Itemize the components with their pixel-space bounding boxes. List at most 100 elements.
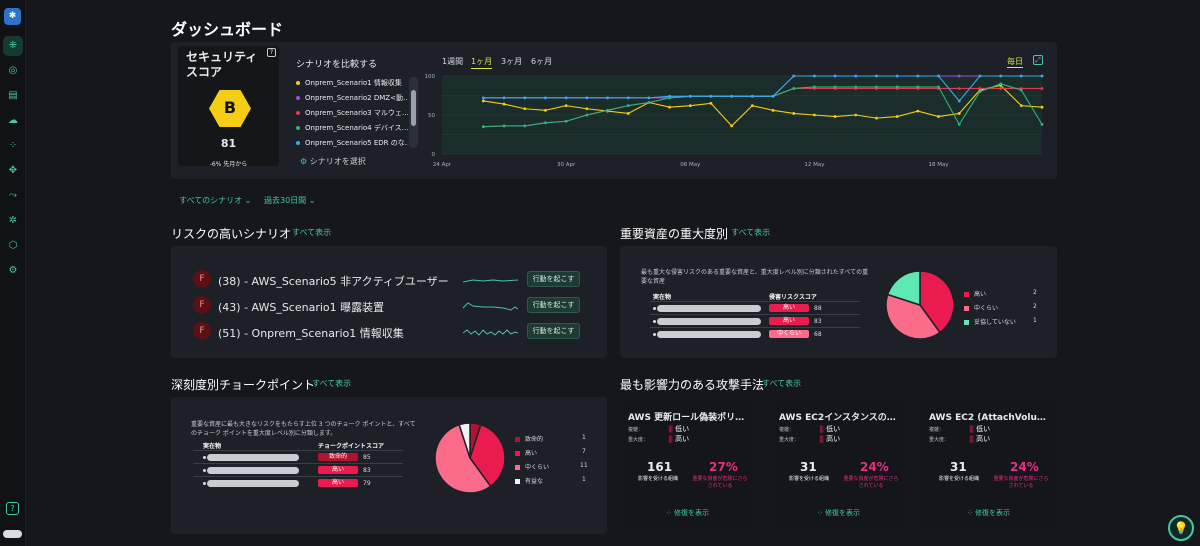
ease-label: 複雑：	[628, 427, 644, 433]
data-point	[1040, 74, 1044, 78]
risk-row[interactable]: F (43) - AWS_Scenario1 曝露装置 行動を起こす	[193, 296, 593, 316]
scenario-legend-item[interactable]: Onprem_Scenario1 情報収集	[296, 78, 408, 88]
grid-icon[interactable]: ⁘	[8, 140, 18, 151]
data-point	[585, 107, 589, 111]
tab-3months[interactable]: 3ヶ月	[501, 57, 523, 66]
daily-toggle[interactable]: 毎日	[1007, 57, 1023, 68]
report-icon[interactable]: ▤	[8, 90, 18, 101]
scenario-legend-item[interactable]: Onprem_Scenario2 DMZ<動…	[296, 93, 408, 103]
table-row[interactable]	[203, 466, 303, 475]
risk-score: 83	[814, 318, 822, 325]
table-row[interactable]	[203, 453, 303, 462]
data-point	[502, 96, 506, 100]
period-filter[interactable]: 過去30日間 ⌄	[264, 196, 316, 205]
legend-swatch	[515, 437, 520, 442]
data-point	[771, 108, 775, 112]
tab-6months[interactable]: 6ヶ月	[531, 57, 553, 66]
attack-card[interactable]: AWS EC2 (AttachVolume、D… 複雑： |||低い 重大度： …	[921, 398, 1056, 533]
data-point	[978, 74, 982, 78]
table-divider	[193, 463, 403, 464]
data-point	[875, 85, 878, 89]
scenario-legend-item[interactable]: Onprem_Scenario3 マルウェ…	[296, 108, 408, 118]
user-toggle[interactable]	[3, 530, 22, 538]
data-point	[1040, 105, 1044, 109]
attacks-show-all[interactable]: すべて表示	[762, 379, 802, 388]
table-row[interactable]	[653, 304, 763, 313]
data-point	[523, 107, 527, 111]
data-point	[502, 102, 506, 106]
data-point	[1019, 88, 1023, 92]
help-icon[interactable]: ?	[6, 502, 19, 515]
scenario-filter[interactable]: すべてのシナリオ ⌄	[179, 196, 252, 205]
data-point	[854, 85, 858, 89]
security-score-box: セキュリティスコア ? B 81 -6% 先月から	[178, 46, 279, 168]
tab-1week[interactable]: 1週間	[442, 57, 464, 66]
lightbulb-icon[interactable]: 💡	[1168, 515, 1194, 541]
grade-badge: F	[193, 322, 211, 340]
risk-row[interactable]: F (51) - Onprem_Scenario1 情報収集 行動を起こす	[193, 322, 593, 342]
data-point	[999, 74, 1003, 78]
take-action-button[interactable]: 行動を起こす	[527, 271, 580, 287]
select-scenario-button[interactable]: ⚙ シナリオを選択	[300, 157, 366, 166]
series-line	[483, 75, 1042, 102]
data-point	[854, 113, 858, 117]
pie-slice	[885, 293, 942, 340]
table-row[interactable]	[203, 479, 303, 488]
table-row[interactable]	[653, 330, 763, 339]
data-point	[544, 121, 547, 125]
tab-1month[interactable]: 1ヶ月	[471, 56, 493, 69]
affected-count: 31	[800, 460, 817, 474]
cube-icon[interactable]: ⬡	[8, 240, 18, 251]
table-row[interactable]	[653, 317, 763, 326]
view-remediation-link[interactable]: ⁘ 修復を表示	[816, 509, 861, 517]
risk-text: (51) - Onprem_Scenario1 情報収集	[218, 327, 404, 340]
col-entity: 実在物	[653, 294, 672, 301]
data-point	[999, 87, 1003, 90]
target-icon[interactable]: ◎	[8, 65, 18, 76]
legend-scroll-thumb[interactable]	[411, 90, 416, 126]
risk-row[interactable]: F (38) - AWS_Scenario5 非アクティブユーザー 行動を起こす	[193, 270, 593, 290]
dashboard-icon[interactable]: ⁜	[3, 36, 23, 56]
data-point	[937, 74, 940, 78]
risk-score: 68	[814, 331, 822, 338]
scenario-legend-item[interactable]: Onprem_Scenario4 デバイス…	[296, 123, 408, 133]
data-point	[895, 85, 899, 89]
scenario-legend-item[interactable]: Onprem_Scenario5 EDR のな…	[296, 138, 408, 148]
risk-caption: 重要な資産が危険にさらされている	[843, 476, 899, 489]
choke-show-all[interactable]: すべて表示	[312, 379, 352, 388]
risk-text: (43) - AWS_Scenario1 曝露装置	[218, 301, 385, 314]
assets-show-all[interactable]: すべて表示	[731, 228, 771, 237]
path-icon[interactable]: ⤳	[9, 190, 17, 201]
attacks-title: 最も影響力のある攻撃手法	[620, 378, 765, 392]
data-point	[792, 112, 796, 115]
attack-title: AWS EC2インスタンスのユー…	[779, 413, 901, 423]
gear-icon: ⚙	[300, 157, 308, 166]
col-entity: 実在物	[203, 443, 222, 450]
view-remediation-link[interactable]: ⁘ 修復を表示	[966, 509, 1011, 517]
attack-card[interactable]: AWS EC2インスタンスのユー… 複雑： ||| 低い 重大度： ||| 高い 3…	[771, 398, 906, 533]
severity-label: 重大度：	[929, 437, 950, 443]
data-point	[833, 115, 837, 118]
view-remediation-link[interactable]: ⁘ 修復を表示	[665, 509, 710, 517]
take-action-button[interactable]: 行動を起こす	[527, 323, 580, 339]
bug-icon[interactable]: ✲	[8, 215, 18, 226]
data-point	[502, 124, 506, 128]
info-icon[interactable]: ?	[267, 48, 276, 57]
data-point	[606, 108, 609, 112]
data-point	[647, 96, 651, 100]
y-tick-label: 100	[425, 74, 436, 80]
risk-show-all[interactable]: すべて表示	[292, 228, 332, 237]
settings-icon[interactable]: ⚙	[8, 265, 18, 276]
take-action-button[interactable]: 行動を起こす	[527, 297, 580, 313]
attack-card[interactable]: AWS 更新ロール偽装ポリシー 複雑： ||| 低い 重大度： ||| 高い 161…	[620, 398, 755, 533]
cloud-icon[interactable]: ☁	[8, 115, 18, 126]
assets-legend-item: 高い	[964, 289, 986, 298]
app-logo[interactable]: ✱	[4, 8, 21, 25]
remediation-icon: ⁘	[966, 509, 973, 517]
pie-slice	[458, 422, 471, 459]
expand-icon[interactable]: ⤢	[1033, 55, 1043, 65]
network-icon[interactable]: ✥	[8, 165, 18, 176]
legend-dot	[296, 96, 300, 100]
ease-value: ||| 低い	[668, 425, 690, 433]
x-tick-label: 30 Apr	[557, 162, 576, 168]
